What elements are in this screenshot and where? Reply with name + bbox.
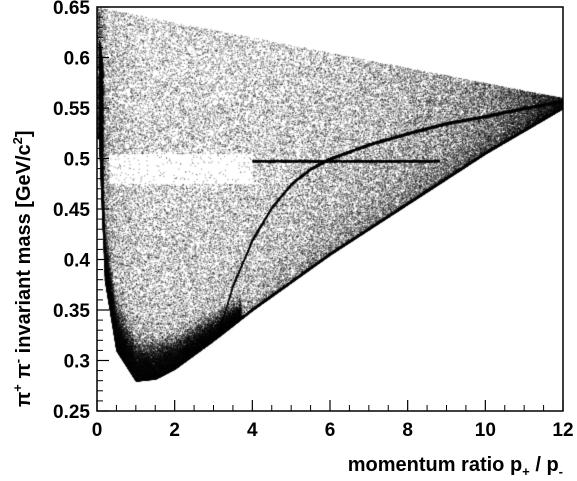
y-tick-label: 0.3	[64, 352, 90, 373]
x-tick-label: 0	[92, 420, 103, 441]
x-axis: 0 2 4 6 8 10 12	[92, 400, 574, 441]
x-tick-label: 12	[552, 420, 573, 441]
x-tick-label: 10	[475, 420, 496, 441]
y-tick-label: 0.55	[53, 99, 90, 120]
y-tick-label: 0.65	[53, 0, 90, 19]
y-axis: 0.25 0.3 0.35 0.4 0.45 0.5 0.55 0.6 0.65	[53, 0, 109, 423]
y-tick-label: 0.45	[53, 200, 90, 221]
x-tick-label: 6	[325, 420, 336, 441]
y-tick-label: 0.5	[64, 150, 91, 171]
x-tick-label: 8	[402, 420, 413, 441]
y-tick-label: 0.6	[64, 49, 90, 70]
x-tick-label: 2	[169, 420, 180, 441]
y-tick-label: 0.35	[53, 301, 90, 322]
y-tick-label: 0.4	[64, 251, 91, 272]
x-tick-label: 4	[247, 420, 258, 441]
y-axis-title: π+ π- invariant mass [GeV/c2]	[10, 130, 35, 407]
y-tick-label: 0.25	[53, 402, 90, 423]
x-axis-title: momentum ratio p+ / p-	[348, 454, 563, 479]
